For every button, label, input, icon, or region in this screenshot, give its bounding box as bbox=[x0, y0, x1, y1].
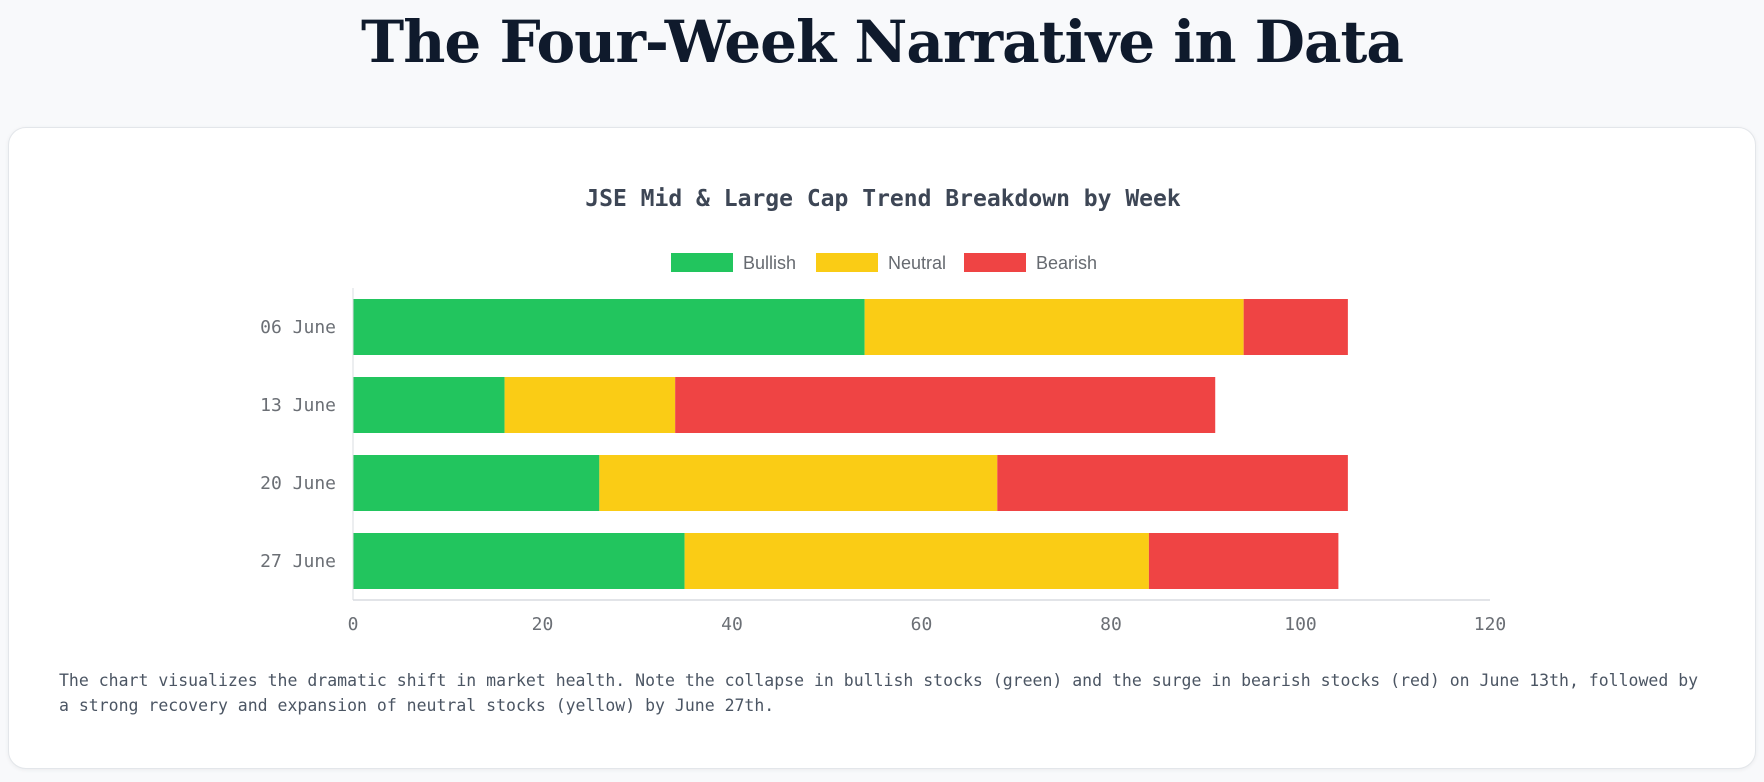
bar-bearish-20-june[interactable] bbox=[997, 455, 1348, 511]
x-tick-label: 100 bbox=[1284, 614, 1317, 635]
x-axis: 0 20 40 60 80 100 120 bbox=[348, 599, 1507, 635]
x-tick-label: 80 bbox=[1100, 614, 1122, 635]
x-tick-label: 20 bbox=[532, 614, 554, 635]
legend-swatch-neutral[interactable] bbox=[816, 253, 878, 272]
legend-label-bearish[interactable]: Bearish bbox=[1036, 253, 1097, 273]
bar-bullish-06-june[interactable] bbox=[353, 299, 865, 355]
stacked-bar-chart: JSE Mid & Large Cap Trend Breakdown by W… bbox=[260, 186, 1507, 635]
legend-label-bullish[interactable]: Bullish bbox=[743, 253, 796, 273]
x-tick-label: 60 bbox=[911, 614, 933, 635]
y-tick-label: 13 June bbox=[260, 395, 336, 416]
chart-card: JSE Mid & Large Cap Trend Breakdown by W… bbox=[8, 127, 1756, 769]
bar-bearish-06-june[interactable] bbox=[1243, 299, 1348, 355]
bar-neutral-13-june[interactable] bbox=[504, 377, 676, 433]
legend-label-neutral[interactable]: Neutral bbox=[888, 253, 946, 273]
bar-bearish-27-june[interactable] bbox=[1148, 533, 1339, 589]
page-title: The Four-Week Narrative in Data bbox=[361, 8, 1404, 76]
x-tick-label: 120 bbox=[1474, 614, 1507, 635]
chart-legend: Bullish Neutral Bearish bbox=[671, 253, 1097, 273]
x-tick-label: 0 bbox=[348, 614, 359, 635]
bar-bullish-20-june[interactable] bbox=[353, 455, 600, 511]
bar-bullish-27-june[interactable] bbox=[353, 533, 685, 589]
legend-swatch-bullish[interactable] bbox=[671, 253, 733, 272]
y-tick-label: 20 June bbox=[260, 473, 336, 494]
bar-neutral-27-june[interactable] bbox=[684, 533, 1149, 589]
y-axis: 06 June 13 June 20 June 27 June bbox=[260, 288, 354, 600]
x-tick-label: 40 bbox=[721, 614, 743, 635]
chart-caption: The chart visualizes the dramatic shift … bbox=[59, 671, 1699, 715]
chart-title: JSE Mid & Large Cap Trend Breakdown by W… bbox=[585, 186, 1181, 212]
legend-swatch-bearish[interactable] bbox=[964, 253, 1026, 272]
bar-bullish-13-june[interactable] bbox=[353, 377, 505, 433]
y-tick-label: 06 June bbox=[260, 317, 336, 338]
y-tick-label: 27 June bbox=[260, 551, 336, 572]
bar-neutral-20-june[interactable] bbox=[599, 455, 998, 511]
bar-neutral-06-june[interactable] bbox=[864, 299, 1244, 355]
chart-bars bbox=[353, 299, 1348, 589]
bar-bearish-13-june[interactable] bbox=[675, 377, 1216, 433]
